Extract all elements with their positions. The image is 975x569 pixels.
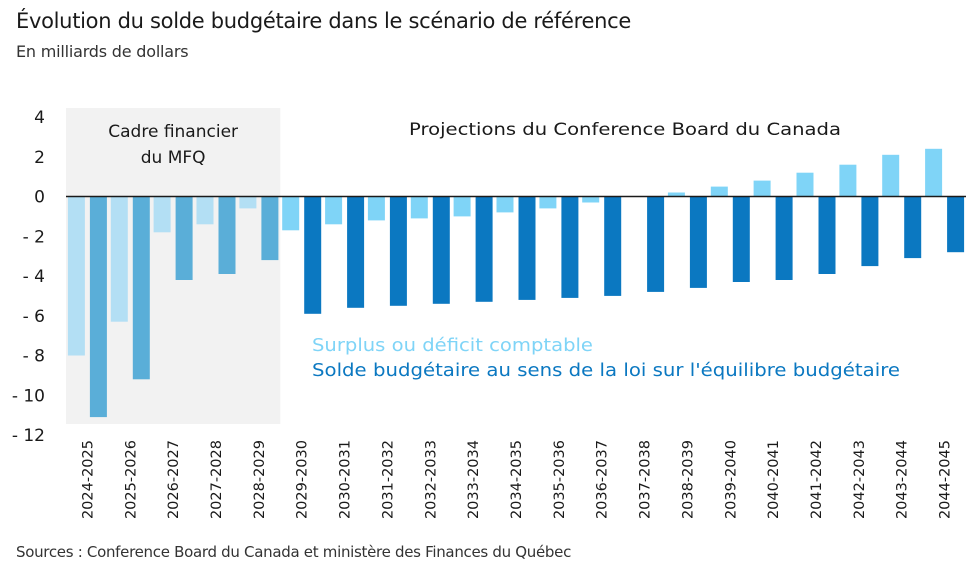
x-tick-label: 2032-2033 xyxy=(423,440,439,519)
bar-comptable-2031-2032 xyxy=(367,196,385,221)
bar-comptable-2029-2030 xyxy=(282,196,300,231)
x-tick-label: 2025-2026 xyxy=(123,440,139,519)
bar-comptable-2030-2031 xyxy=(325,196,343,225)
x-tick-label: 2037-2038 xyxy=(638,440,654,519)
x-tick-label: 2031-2032 xyxy=(380,440,396,519)
x-tick-label: 2028-2029 xyxy=(252,440,268,519)
x-tick-label: 2044-2045 xyxy=(938,440,954,519)
bar-equilibre-2034-2035 xyxy=(518,196,536,300)
source-note: Sources : Conference Board du Canada et … xyxy=(16,543,572,561)
y-tick-label: - 10 xyxy=(12,386,45,406)
bar-equilibre-2041-2042 xyxy=(818,196,836,274)
y-tick-label: - 2 xyxy=(23,227,45,247)
bar-equilibre-2035-2036 xyxy=(561,196,579,298)
x-tick-label: 2040-2041 xyxy=(766,440,782,519)
bar-equilibre-2036-2037 xyxy=(604,196,622,296)
y-tick-label: - 8 xyxy=(23,347,45,367)
x-tick-label: 2041-2042 xyxy=(809,440,825,519)
y-tick-label: 0 xyxy=(34,188,45,208)
x-tick-label: 2035-2036 xyxy=(552,440,568,519)
bar-equilibre-2026-2027 xyxy=(175,196,193,280)
y-axis-ticks: 4 2 0 - 2 - 4 - 6 - 8 - 10 - 12 xyxy=(12,108,45,446)
bar-comptable-2039-2040 xyxy=(710,186,728,197)
y-tick-label: 4 xyxy=(34,108,45,128)
x-tick-label: 2042-2043 xyxy=(852,440,868,519)
bar-equilibre-2030-2031 xyxy=(347,196,365,308)
bar-equilibre-2042-2043 xyxy=(861,196,879,267)
y-tick-label: 2 xyxy=(34,148,45,168)
x-tick-label: 2030-2031 xyxy=(338,440,354,519)
bar-equilibre-2032-2033 xyxy=(432,196,450,304)
mfq-annotation-line1: Cadre financier xyxy=(108,122,238,142)
bar-comptable-2026-2027 xyxy=(153,196,171,233)
y-tick-label: - 6 xyxy=(23,307,45,327)
legend-equilibre: Solde budgétaire au sens de la loi sur l… xyxy=(312,361,900,381)
y-tick-label: - 4 xyxy=(23,267,45,287)
bar-comptable-2043-2044 xyxy=(882,154,900,197)
bar-equilibre-2028-2029 xyxy=(261,196,279,261)
bar-comptable-2032-2033 xyxy=(410,196,428,219)
x-tick-label: 2024-2025 xyxy=(80,440,96,519)
x-tick-label: 2043-2044 xyxy=(895,440,911,519)
bar-equilibre-2038-2039 xyxy=(689,196,707,288)
bar-comptable-2034-2035 xyxy=(496,196,514,213)
bar-equilibre-2024-2025 xyxy=(89,196,107,418)
x-tick-label: 2036-2037 xyxy=(595,440,611,519)
bar-equilibre-2025-2026 xyxy=(132,196,150,380)
x-tick-label: 2034-2035 xyxy=(509,440,525,519)
chart-subtitle: En milliards de dollars xyxy=(16,42,189,61)
bar-comptable-2042-2043 xyxy=(839,164,857,197)
bar-comptable-2044-2045 xyxy=(925,148,943,197)
bar-comptable-2027-2028 xyxy=(196,196,214,225)
x-tick-label: 2033-2034 xyxy=(466,440,482,519)
bar-equilibre-2033-2034 xyxy=(475,196,493,302)
bar-equilibre-2027-2028 xyxy=(218,196,236,274)
projections-annotation: Projections du Conference Board du Canad… xyxy=(409,120,841,139)
bar-comptable-2041-2042 xyxy=(796,172,814,197)
bar-equilibre-2039-2040 xyxy=(732,196,750,282)
bar-equilibre-2029-2030 xyxy=(304,196,322,314)
bar-equilibre-2037-2038 xyxy=(647,196,665,292)
bar-comptable-2040-2041 xyxy=(753,180,771,197)
bar-equilibre-2043-2044 xyxy=(904,196,922,259)
bar-comptable-2028-2029 xyxy=(239,196,257,209)
x-tick-label: 2029-2030 xyxy=(295,440,311,519)
legend-comptable: Surplus ou déficit comptable xyxy=(312,336,593,356)
x-tick-label: 2039-2040 xyxy=(723,440,739,519)
mfq-annotation-line2: du MFQ xyxy=(141,148,206,168)
bar-equilibre-2040-2041 xyxy=(775,196,793,280)
y-tick-label: - 12 xyxy=(12,426,45,446)
bar-equilibre-2044-2045 xyxy=(947,196,965,253)
bar-equilibre-2031-2032 xyxy=(389,196,407,306)
x-tick-label: 2038-2039 xyxy=(680,440,696,519)
x-tick-label: 2026-2027 xyxy=(166,440,182,519)
bar-comptable-2033-2034 xyxy=(453,196,471,217)
bar-comptable-2025-2026 xyxy=(110,196,128,322)
x-axis-ticks: 2024-2025 2025-2026 2026-2027 2027-2028 2028… xyxy=(80,440,953,519)
x-tick-label: 2027-2028 xyxy=(209,440,225,519)
bars-group xyxy=(67,148,965,418)
bar-comptable-2024-2025 xyxy=(67,196,85,356)
bar-comptable-2038-2039 xyxy=(667,192,685,197)
chart-title: Évolution du solde budgétaire dans le sc… xyxy=(16,9,632,33)
bar-comptable-2036-2037 xyxy=(582,196,600,203)
bar-comptable-2035-2036 xyxy=(539,196,557,209)
